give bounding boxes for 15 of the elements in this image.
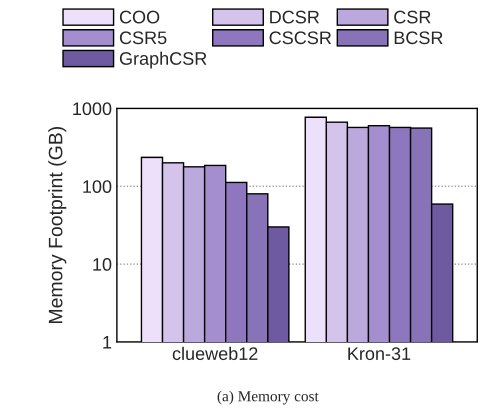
- y-tick-label: 1: [103, 336, 112, 348]
- y-tick-label: 10: [93, 258, 112, 271]
- legend-label: CSR5: [120, 31, 166, 44]
- text: (a) Memory cost: [218, 390, 319, 404]
- legend-label: GraphCSR: [120, 52, 206, 68]
- x-tick-label: Kron-31: [348, 347, 410, 360]
- y-tick-label: 100: [83, 180, 112, 193]
- legend-label: CSR: [394, 10, 431, 24]
- legend-label: BCSR: [394, 31, 443, 44]
- legend-label: COO: [120, 10, 160, 24]
- legend-label: CSCSR: [270, 31, 332, 44]
- legend-label: DCSR: [270, 10, 320, 24]
- y-tick-label: 1000: [73, 102, 112, 116]
- y-axis-title: Memory Footprint (GB): [48, 126, 66, 323]
- x-tick-label: clueweb12: [172, 346, 258, 360]
